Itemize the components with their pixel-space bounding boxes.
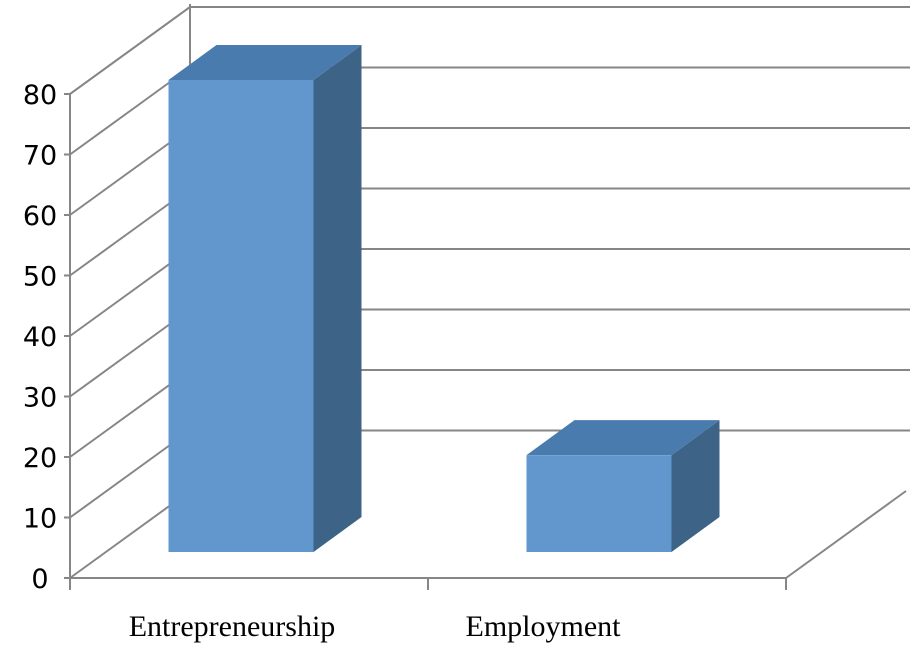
x-tick-label: Entrepreneurship [129, 610, 336, 643]
y-tick-label: 40 [23, 322, 57, 353]
y-tick-label: 50 [23, 262, 57, 293]
x-axis-tick-labels: Entrepreneurship Employment [129, 610, 621, 643]
y-tick-label: 30 [23, 383, 57, 414]
bar-top-face [168, 45, 362, 80]
bar-side-face [313, 45, 362, 552]
y-tick-label: 0 [31, 564, 48, 595]
y-tick-label: 20 [23, 443, 57, 474]
bar-entrepreneurship [168, 45, 362, 552]
y-tick-label: 70 [23, 141, 57, 172]
side-wall-top-edge [69, 6, 191, 95]
bar-front-face [526, 455, 672, 552]
y-tick-label: 80 [23, 80, 57, 111]
bars [168, 45, 720, 552]
bar-side-face [671, 420, 720, 552]
y-axis-tick-labels: 0 10 20 30 40 50 60 70 80 [23, 80, 57, 595]
bar-top-face [526, 420, 720, 456]
bar-employment [526, 420, 720, 552]
y-tick-label: 10 [23, 504, 57, 535]
bar-front-face [168, 80, 314, 552]
x-tick-label: Employment [466, 610, 622, 643]
floor-right-edge [785, 490, 907, 579]
y-tick-label: 60 [23, 201, 57, 232]
